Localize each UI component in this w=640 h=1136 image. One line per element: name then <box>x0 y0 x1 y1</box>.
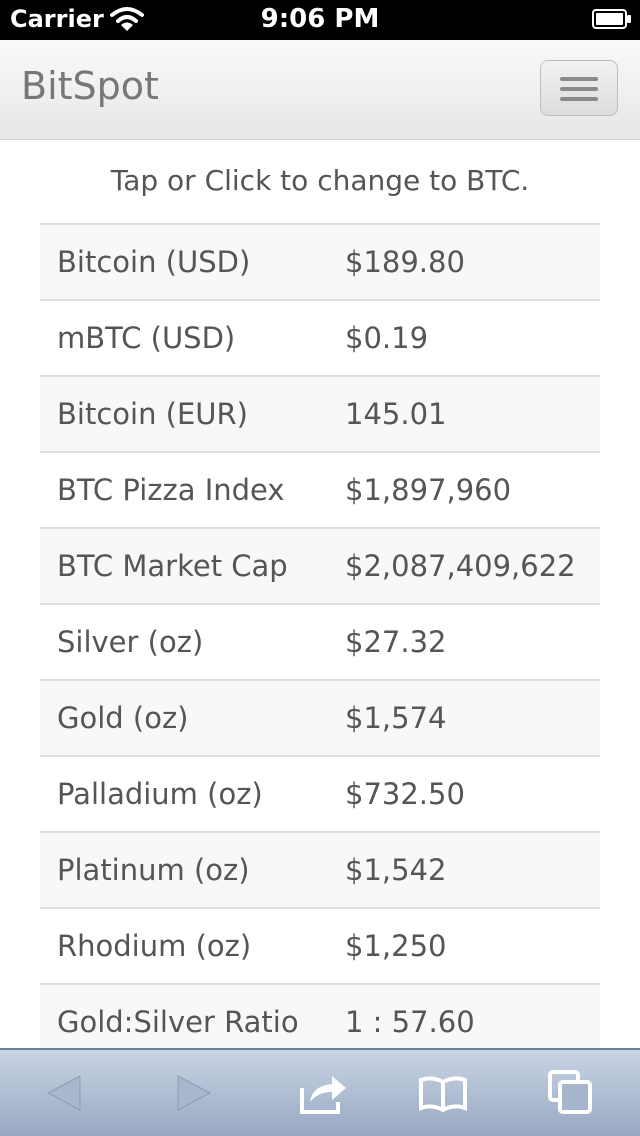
row-label: Bitcoin (EUR) <box>57 397 248 431</box>
table-row[interactable]: BTC Pizza Index $1,897,960 <box>40 453 600 529</box>
hamburger-icon-bar <box>560 87 598 91</box>
row-label: Palladium (oz) <box>57 777 263 811</box>
row-value: $27.32 <box>345 625 447 659</box>
battery-icon <box>592 9 631 29</box>
bookmarks-icon[interactable] <box>418 1068 468 1118</box>
row-label: Gold (oz) <box>57 701 189 735</box>
table-row[interactable]: Platinum (oz) $1,542 <box>40 833 600 909</box>
row-label: Bitcoin (USD) <box>57 245 251 279</box>
row-value: $1,574 <box>345 701 447 735</box>
menu-toggle-button[interactable] <box>540 60 618 116</box>
table-row[interactable]: Bitcoin (USD) $189.80 <box>40 225 600 301</box>
row-label: Rhodium (oz) <box>57 929 252 963</box>
row-value: $1,250 <box>345 929 447 963</box>
row-value: $732.50 <box>345 777 465 811</box>
row-value: 145.01 <box>345 397 447 431</box>
row-value: $0.19 <box>345 321 429 355</box>
browser-toolbar <box>0 1048 640 1136</box>
row-value: $189.80 <box>345 245 465 279</box>
row-label: BTC Pizza Index <box>57 473 285 507</box>
navbar: BitSpot <box>0 40 640 140</box>
row-label: Gold:Silver Ratio <box>57 1005 299 1039</box>
row-value: $2,087,409,622 <box>345 549 576 583</box>
status-time: 9:06 PM <box>260 4 380 34</box>
back-arrow-icon[interactable] <box>40 1068 90 1118</box>
row-value: $1,897,960 <box>345 473 512 507</box>
table-row[interactable]: Silver (oz) $27.32 <box>40 605 600 681</box>
brand-link[interactable]: BitSpot <box>21 64 159 108</box>
row-label: Platinum (oz) <box>57 853 250 887</box>
table-row[interactable]: Gold (oz) $1,574 <box>40 681 600 757</box>
hamburger-icon <box>560 77 598 81</box>
table-row[interactable]: Palladium (oz) $732.50 <box>40 757 600 833</box>
row-value: 1 : 57.60 <box>345 1005 475 1039</box>
table-row[interactable]: Bitcoin (EUR) 145.01 <box>40 377 600 453</box>
row-label: mBTC (USD) <box>57 321 236 355</box>
tabs-icon[interactable] <box>546 1068 596 1118</box>
table-row[interactable]: Rhodium (oz) $1,250 <box>40 909 600 985</box>
hamburger-icon-bar <box>560 97 598 101</box>
wifi-icon <box>110 7 144 31</box>
table-row[interactable]: BTC Market Cap $2,087,409,622 <box>40 529 600 605</box>
status-bar: Carrier 9:06 PM <box>0 0 640 40</box>
currency-toggle-hint[interactable]: Tap or Click to change to BTC. <box>110 164 530 197</box>
share-icon[interactable] <box>298 1068 348 1118</box>
row-value: $1,542 <box>345 853 447 887</box>
forward-arrow-icon[interactable] <box>168 1068 218 1118</box>
table-row[interactable]: mBTC (USD) $0.19 <box>40 301 600 377</box>
row-label: Silver (oz) <box>57 625 204 659</box>
row-label: BTC Market Cap <box>57 549 288 583</box>
price-table: Bitcoin (USD) $189.80 mBTC (USD) $0.19 Bit… <box>40 223 600 1061</box>
carrier-label: Carrier <box>10 5 104 33</box>
